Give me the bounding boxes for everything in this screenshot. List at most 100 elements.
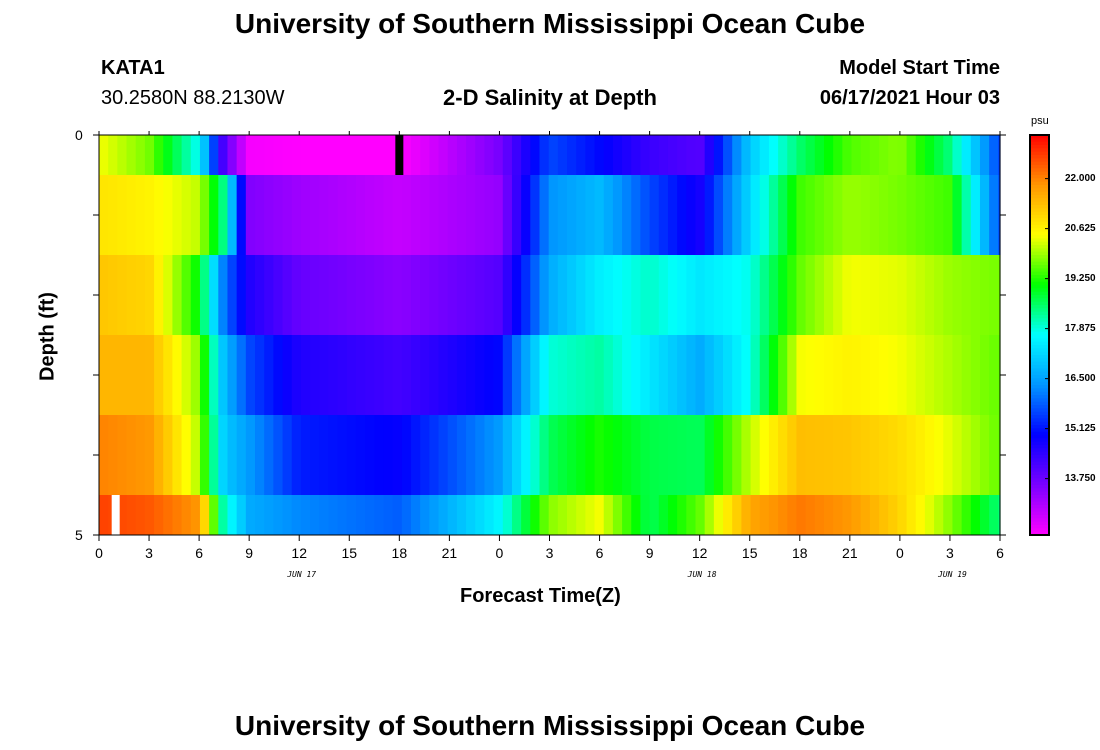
colorbar-segment — [1030, 375, 1049, 379]
colorbar-segment — [1030, 325, 1049, 329]
heatmap-cell-layer-1 — [952, 175, 963, 255]
heatmap-cell-layer-2 — [273, 255, 284, 335]
colorbar-segment — [1030, 278, 1049, 283]
heatmap-cell-layer-4 — [998, 415, 1001, 495]
heatmap-cell-layer-1 — [218, 175, 229, 255]
heatmap-cell-layer-4 — [640, 415, 651, 495]
heatmap-cell-layer-4 — [337, 415, 348, 495]
colorbar-segment — [1030, 471, 1049, 476]
colorbar-segment — [1030, 371, 1049, 376]
x-tick-label: 18 — [791, 545, 808, 561]
heatmap-cell-layer-3 — [796, 335, 807, 415]
heatmap-cell-layer-4 — [970, 415, 981, 495]
colorbar-tick-label: 13.750 — [1065, 472, 1096, 484]
colorbar-segment — [1030, 178, 1049, 183]
colorbar-segment — [1030, 291, 1049, 296]
heatmap-cell-layer-3 — [319, 335, 330, 415]
heatmap-cell-layer-3 — [906, 335, 917, 415]
heatmap-cell-layer-3 — [952, 335, 963, 415]
heatmap-cell-layer-5 — [273, 495, 284, 535]
heatmap-cell-layer-0 — [732, 135, 742, 175]
colorbar-segment — [1030, 261, 1049, 266]
heatmap-cell-layer-3 — [163, 335, 174, 415]
heatmap-cell-layer-0 — [979, 135, 990, 175]
heatmap-cell-layer-2 — [989, 255, 999, 335]
heatmap-cell-layer-2 — [833, 255, 843, 335]
heatmap-cell-layer-4 — [466, 415, 476, 495]
heatmap-cell-layer-0 — [851, 135, 862, 175]
heatmap-cell-layer-0 — [539, 135, 550, 175]
colorbar-tick-label: 20.625 — [1065, 222, 1096, 234]
heatmap-cell-layer-4 — [814, 415, 825, 495]
heatmap-cell-layer-3 — [576, 335, 586, 415]
heatmap-cell-layer-4 — [411, 415, 421, 495]
heatmap-cell-layer-4 — [888, 415, 898, 495]
heatmap-cell-layer-3 — [723, 335, 733, 415]
heatmap-cell-layer-5 — [879, 495, 889, 535]
heatmap-cell-layer-4 — [759, 415, 770, 495]
heatmap-cell-layer-2 — [961, 255, 972, 335]
heatmap-cell-layer-1 — [310, 175, 320, 255]
colorbar-segment — [1030, 391, 1049, 396]
colorbar-frame — [1029, 134, 1050, 536]
heatmap-cell-layer-4 — [631, 415, 642, 495]
heatmap-cell-layer-1 — [466, 175, 476, 255]
heatmap-cell-layer-1 — [484, 175, 495, 255]
heatmap-cell-layer-3 — [447, 335, 458, 415]
heatmap-cell-layer-2 — [778, 255, 788, 335]
heatmap-cell-layer-5 — [429, 495, 440, 535]
heatmap-cell-layer-2 — [255, 255, 265, 335]
heatmap-cell-layer-5 — [154, 495, 164, 535]
heatmap-cell-layer-2 — [530, 255, 541, 335]
colorbar-unit: psu — [1031, 115, 1049, 127]
heatmap-cell-layer-3 — [172, 335, 183, 415]
heatmap-cell-layer-3 — [732, 335, 742, 415]
heatmap-cell-layer-4 — [227, 415, 238, 495]
colorbar-segment — [1030, 428, 1049, 433]
heatmap-cell-layer-1 — [429, 175, 440, 255]
heatmap-cell-layer-0 — [355, 135, 366, 175]
heatmap-cell-layer-5 — [750, 495, 761, 535]
heatmap-cell-layer-2 — [227, 255, 238, 335]
heatmap-cell-layer-1 — [447, 175, 458, 255]
heatmap-cell-layer-0 — [640, 135, 651, 175]
heatmap-cell-layer-0 — [998, 135, 1001, 175]
x-tick-label: 6 — [195, 545, 203, 561]
heatmap-cell-layer-4 — [420, 415, 430, 495]
colorbar-segment — [1030, 165, 1049, 169]
heatmap-cell-layer-2 — [493, 255, 504, 335]
colorbar-segment — [1030, 138, 1049, 143]
colorbar-segment — [1030, 345, 1049, 349]
heatmap-cell-layer-1 — [548, 175, 559, 255]
colorbar-segment — [1030, 241, 1049, 246]
heatmap-cell-layer-5 — [934, 495, 944, 535]
heatmap-cell-layer-2 — [704, 255, 715, 335]
heatmap-cell-layer-5 — [979, 495, 990, 535]
heatmap-cell-layer-0 — [282, 135, 293, 175]
x-tick-label: 9 — [245, 545, 254, 561]
heatmap-cell-layer-0 — [860, 135, 871, 175]
heatmap-cell-layer-0 — [915, 135, 926, 175]
heatmap-cell-layer-2 — [970, 255, 981, 335]
heatmap-cell-layer-5 — [245, 495, 256, 535]
heatmap-cell-layer-3 — [979, 335, 990, 415]
heatmap-cell-layer-4 — [989, 415, 999, 495]
heatmap-cell-layer-4 — [365, 415, 375, 495]
heatmap-cell-layer-5 — [392, 495, 403, 535]
heatmap-cell-layer-0 — [704, 135, 715, 175]
heatmap-cell-layer-4 — [778, 415, 788, 495]
colorbar-segment — [1030, 301, 1049, 306]
heatmap-cell-layer-3 — [924, 335, 935, 415]
heatmap-cell-layer-5 — [557, 495, 568, 535]
heatmap-cell-layer-1 — [291, 175, 302, 255]
heatmap-cell-layer-1 — [190, 175, 201, 255]
colorbar-segment — [1030, 468, 1049, 473]
colorbar-tick-label: 19.250 — [1065, 272, 1096, 284]
heatmap-cell-layer-4 — [282, 415, 293, 495]
heatmap-cell-layer-1 — [943, 175, 954, 255]
colorbar-segment — [1030, 258, 1049, 263]
heatmap-cell-layer-5 — [227, 495, 238, 535]
heatmap-cell-layer-2 — [888, 255, 898, 335]
colorbar-segment — [1030, 415, 1049, 419]
heatmap-cell-layer-2 — [383, 255, 394, 335]
